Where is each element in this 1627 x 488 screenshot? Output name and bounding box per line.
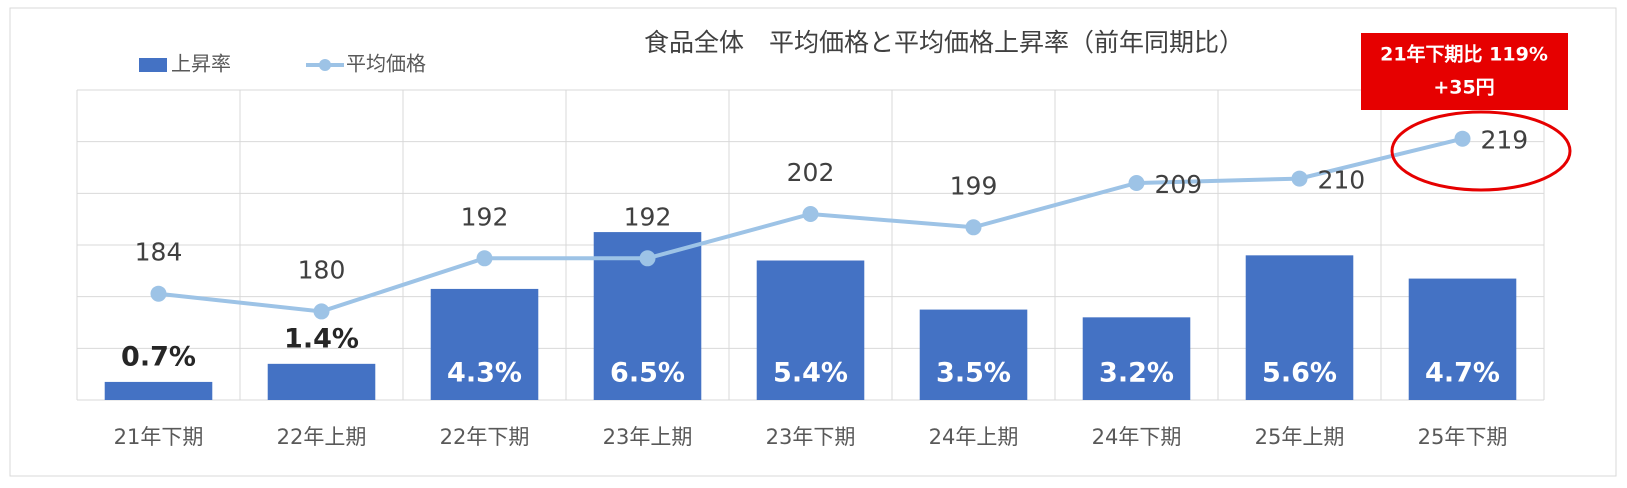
line-point (476, 250, 493, 267)
line-value-label: 192 (461, 202, 509, 231)
bar-value-label: 5.6% (1262, 358, 1337, 389)
annotation-box (1361, 33, 1568, 110)
bar (1408, 278, 1517, 400)
legend-label: 上昇率 (171, 52, 231, 76)
x-tick-label: 24年下期 (1092, 425, 1182, 449)
x-tick-label: 23年下期 (766, 425, 856, 449)
line-point (150, 285, 167, 302)
line-value-label: 192 (624, 202, 672, 231)
x-tick-label: 21年下期 (114, 425, 204, 449)
chart-title: 食品全体 平均価格と平均価格上昇率（前年同期比） (644, 28, 1244, 57)
bar-value-label: 0.7% (121, 341, 196, 372)
line-value-label: 180 (298, 255, 346, 284)
line-value-label: 202 (787, 158, 835, 187)
line-point (313, 303, 330, 320)
bar-value-label: 3.5% (936, 358, 1011, 389)
x-tick-label: 22年上期 (277, 425, 367, 449)
x-tick-label: 22年下期 (440, 425, 530, 449)
line-point (1454, 130, 1471, 147)
bar (1245, 255, 1354, 400)
bar-value-label: 1.4% (284, 323, 359, 354)
bar-value-label: 4.3% (447, 358, 522, 389)
legend-label: 平均価格 (346, 52, 426, 76)
annotation-text: 21年下期比 119% (1380, 43, 1548, 66)
x-tick-label: 25年上期 (1255, 425, 1345, 449)
bar-value-label: 5.4% (773, 358, 848, 389)
annotation-ellipse (1390, 110, 1572, 192)
annotation-text: +35円 (1433, 77, 1494, 99)
bar-value-label: 6.5% (610, 358, 685, 389)
bar (267, 363, 376, 400)
bar (1082, 317, 1191, 400)
line-value-label: 199 (950, 171, 998, 200)
bar (104, 381, 213, 400)
line-point (639, 250, 656, 267)
line-value-label: 184 (135, 238, 183, 267)
x-tick-label: 23年上期 (603, 425, 693, 449)
legend-swatch (139, 58, 167, 72)
line-point (1128, 175, 1145, 191)
bar-value-label: 4.7% (1425, 358, 1500, 389)
x-tick-label: 25年下期 (1418, 425, 1508, 449)
legend-swatch (319, 59, 331, 71)
bar (756, 260, 865, 400)
line-point (1291, 170, 1308, 187)
line-value-label: 210 (1318, 166, 1366, 195)
bar (430, 288, 539, 400)
line-value-label: 209 (1155, 170, 1203, 199)
bar-value-label: 3.2% (1099, 358, 1174, 389)
bar (919, 309, 1028, 400)
x-tick-label: 24年上期 (929, 425, 1019, 449)
line-point (802, 206, 819, 222)
line-point (965, 219, 982, 236)
line-value-label: 219 (1481, 126, 1529, 155)
